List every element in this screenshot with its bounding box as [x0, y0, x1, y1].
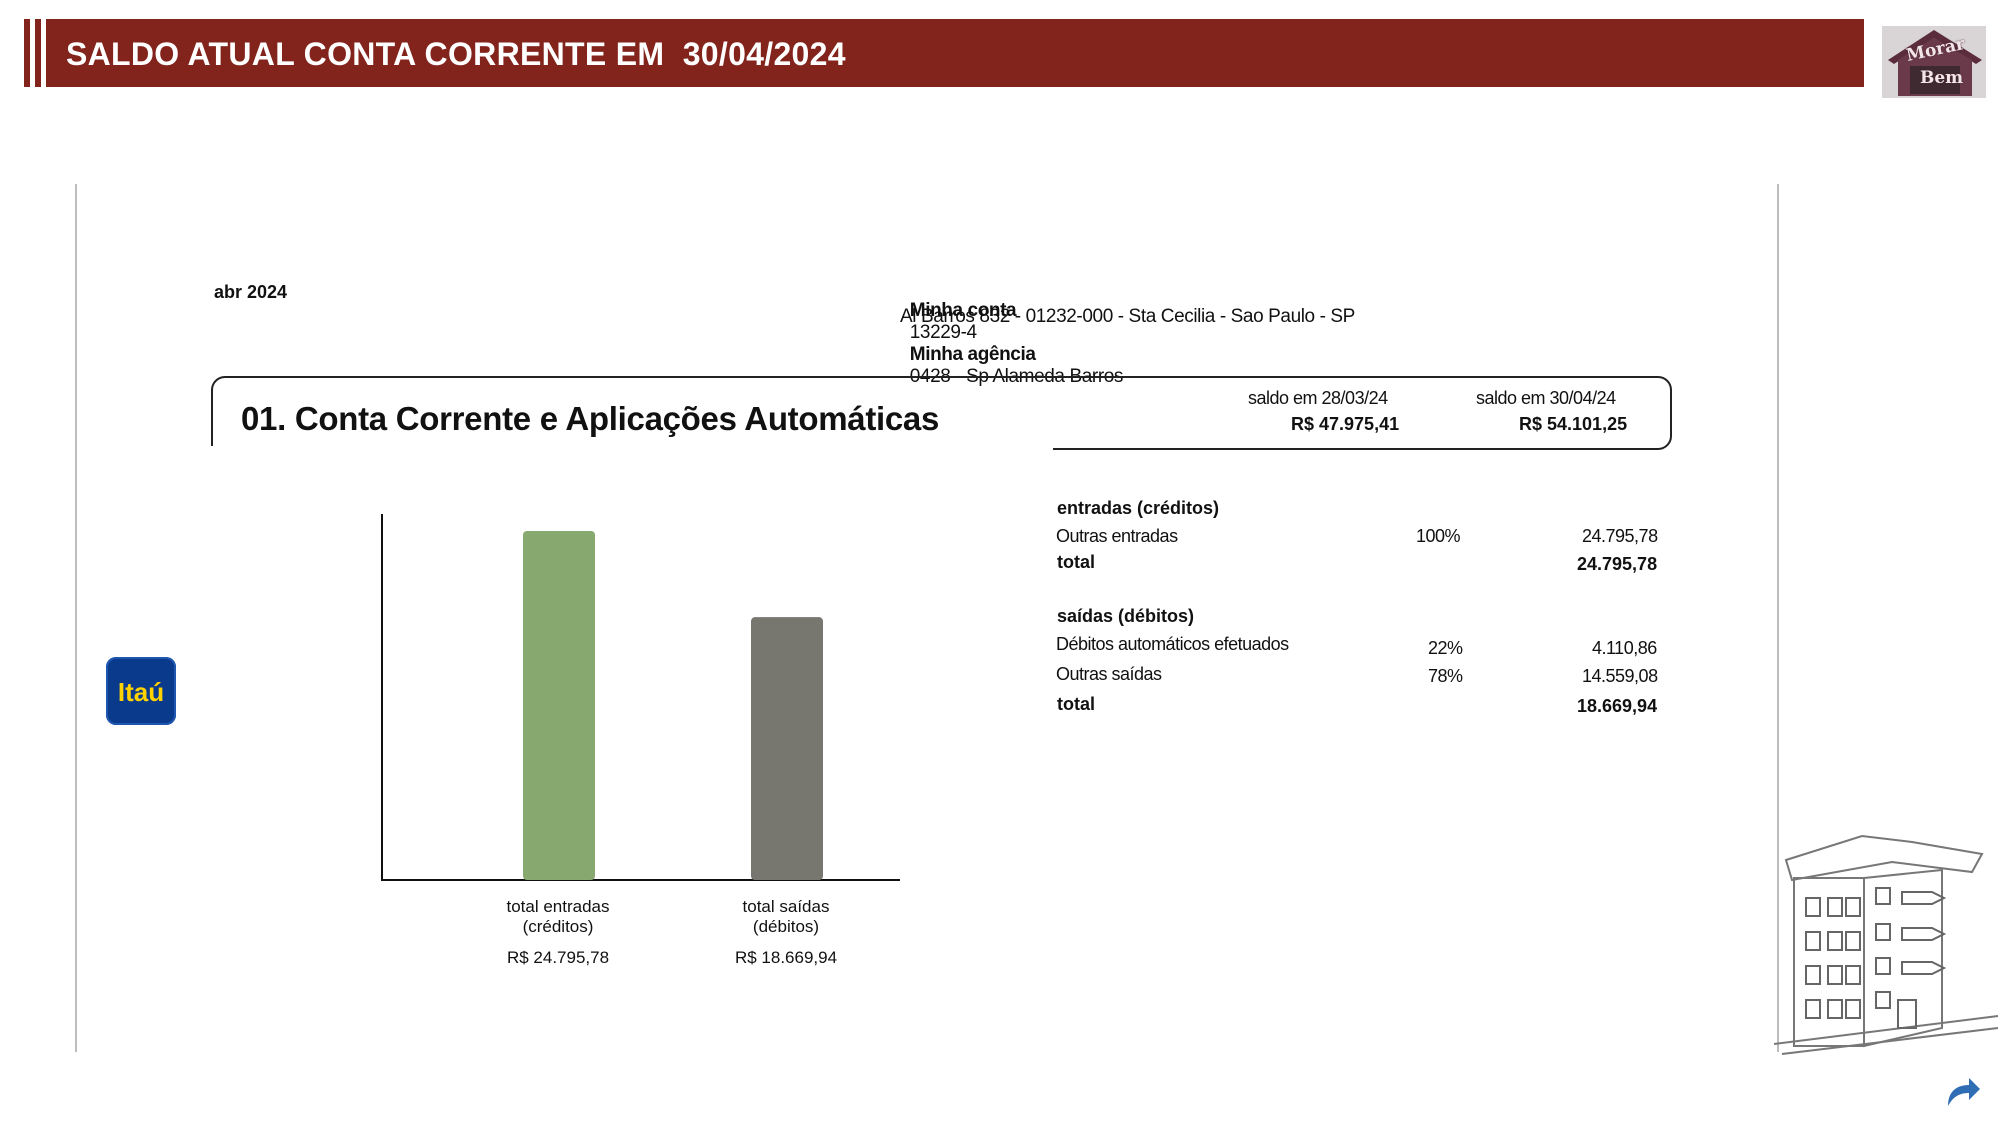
account-line: Minha conta 13229-4 Minha agência 0428 -… [900, 278, 1124, 388]
account-number: 13229-4 [909, 322, 977, 343]
statement-month: abr 2024 [214, 282, 288, 302]
box-mask-bottom [205, 430, 1053, 454]
bar-value-label: R$ 24.795,78 [507, 948, 609, 967]
section-title: 01. Conta Corrente e Aplicações Automáti… [241, 400, 940, 437]
balance-bar-chart: total entradas(créditos) R$ 24.795,78 tota… [381, 514, 900, 967]
account-label: Minha conta [909, 300, 1017, 321]
prev-balance-label: saldo em 28/03/24 [1248, 388, 1388, 408]
debits-total-value: 18.669,94 [1577, 696, 1658, 716]
header-stripe-left [24, 19, 30, 87]
debit-row-value: 14.559,08 [1582, 666, 1658, 686]
credit-row-pct: 100% [1416, 526, 1461, 546]
itau-logo: Itaú [106, 657, 176, 725]
x-tick-label: (créditos) [523, 917, 594, 936]
credit-row-value: 24.795,78 [1582, 526, 1658, 546]
header-stripe-mid [35, 19, 41, 87]
page-title: SALDO ATUAL CONTA CORRENTE EM 30/04/2024 [66, 36, 846, 72]
bar-total-entradas [523, 530, 595, 880]
credits-total-value: 24.795,78 [1577, 554, 1658, 574]
curr-balance-value: R$ 54.101,25 [1519, 414, 1628, 434]
debit-row-label: Outras saídas [1056, 664, 1162, 684]
debit-row-pct: 78% [1428, 666, 1463, 686]
building-illustration [1773, 834, 1999, 1055]
header-band [46, 19, 1864, 87]
credits-heading: entradas (créditos) [1057, 498, 1220, 518]
x-tick-label: total saídas [743, 897, 830, 916]
document-right-border [1777, 184, 1779, 1052]
credits-total-label: total [1057, 552, 1095, 572]
morar-bem-logo: Morar Bem [1882, 26, 1986, 98]
debit-row-label: Débitos automáticos efetuados [1056, 634, 1289, 654]
agency-label: Minha agência [909, 344, 1036, 365]
itau-logo-text: Itaú [117, 677, 165, 707]
header-stripe-gap [30, 19, 35, 87]
debit-row-value: 4.110,86 [1592, 638, 1657, 658]
header-stripe-gap-2 [41, 19, 46, 87]
debits-total-label: total [1057, 694, 1095, 714]
debit-row-pct: 22% [1428, 638, 1463, 658]
credit-row-label: Outras entradas [1056, 526, 1178, 546]
logo-text-line2: Bem [1920, 68, 1964, 88]
bar-total-saidas [751, 617, 823, 880]
account-address: Al Barros 832 - 01232-000 - Sta Cecilia … [900, 306, 1355, 327]
bar-value-label: R$ 18.669,94 [735, 948, 837, 967]
debits-heading: saídas (débitos) [1057, 606, 1195, 626]
box-left-edge [211, 392, 213, 446]
x-tick-label: total entradas [506, 897, 609, 916]
return-arrow-icon[interactable] [1942, 1072, 1982, 1112]
prev-balance-value: R$ 47.975,41 [1291, 414, 1400, 434]
house-roof-icon [1882, 26, 1986, 98]
x-tick-label: (débitos) [753, 917, 819, 936]
box-mask-left [208, 396, 218, 454]
document-left-border [75, 184, 77, 1052]
curr-balance-label: saldo em 30/04/24 [1476, 388, 1616, 408]
